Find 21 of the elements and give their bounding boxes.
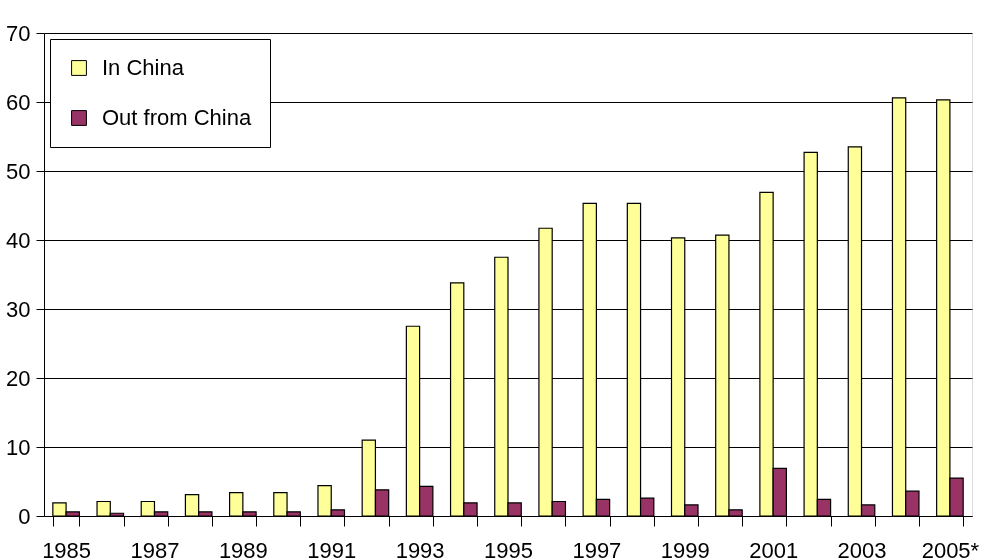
x-tick-label: 2005* (921, 537, 980, 560)
y-tick-label: 70 (6, 20, 31, 46)
legend-label: Out from China (102, 105, 252, 130)
y-tick-label: 40 (6, 227, 31, 253)
y-tick-label: 30 (6, 296, 31, 322)
legend-label: In China (102, 55, 185, 80)
x-tick-label: 1985 (42, 537, 92, 560)
y-tick-label: 20 (6, 365, 31, 391)
x-tick-label: 2003 (837, 537, 887, 560)
x-tick-label: 1991 (307, 537, 357, 560)
y-tick-label: 60 (6, 89, 31, 115)
x-tick-label: 1997 (572, 537, 622, 560)
y-tick-label: 10 (6, 434, 31, 460)
x-tick-label: 1993 (395, 537, 445, 560)
x-tick-label: 1999 (660, 537, 710, 560)
y-tick-label: 0 (18, 503, 31, 529)
x-tick-label: 1987 (130, 537, 180, 560)
y-tick-label: 50 (6, 158, 31, 184)
x-tick-label: 1989 (218, 537, 268, 560)
x-tick-label: 2001 (749, 537, 799, 560)
x-tick-label: 1995 (484, 537, 533, 560)
